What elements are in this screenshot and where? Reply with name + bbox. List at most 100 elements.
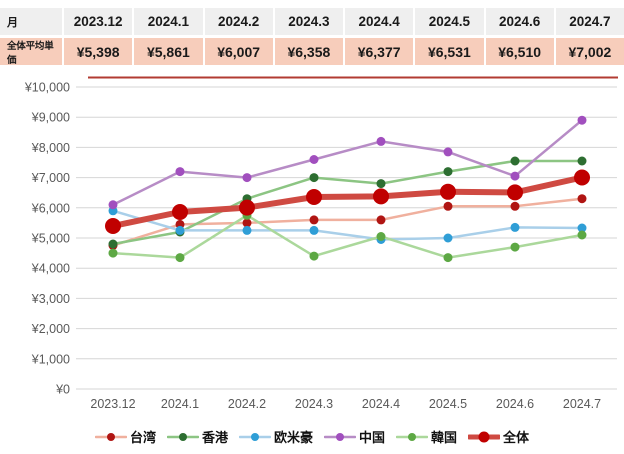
series-line-western — [111, 209, 584, 241]
chart-legend: 台湾 香港 欧米豪 中国 韓国 全体 — [0, 427, 624, 446]
series-marker-overall-4 — [373, 188, 389, 205]
series-marker-western-7 — [577, 223, 587, 233]
legend-item-taiwan: 台湾 — [94, 427, 156, 446]
legend-item-overall: 全体 — [468, 427, 529, 446]
x-axis-label-5: 2024.5 — [429, 397, 467, 411]
series-marker-china-3 — [309, 155, 319, 164]
legend-item-hongkong: 香港 — [166, 427, 228, 446]
series-marker-western-6 — [510, 222, 520, 232]
series-marker-taiwan-2 — [242, 218, 252, 228]
avg-price-cell-7: ¥7,002 — [555, 38, 624, 65]
series-marker-hongkong-6 — [510, 156, 520, 166]
y-axis-label-2: ¥2,000 — [31, 322, 70, 336]
series-marker-overall-0 — [105, 218, 121, 234]
legend-label-china: 中国 — [359, 430, 386, 445]
x-axis-label-7: 2024.7 — [563, 397, 601, 411]
avg-price-row-label: 全体平均単価 — [0, 38, 62, 66]
series-marker-korea-4 — [376, 232, 386, 241]
y-axis-label-6: ¥6,000 — [31, 201, 70, 215]
legend-marker-icon — [324, 432, 356, 441]
series-marker-western-3 — [309, 225, 319, 235]
x-axis-label-1: 2024.1 — [161, 397, 199, 411]
legend-item-western: 欧米豪 — [238, 427, 313, 446]
y-axis-label-9: ¥9,000 — [31, 111, 70, 125]
series-marker-china-0 — [108, 200, 118, 210]
legend-label-taiwan: 台湾 — [129, 430, 156, 445]
legend-item-korea: 韓国 — [396, 427, 457, 446]
legend-label-hongkong: 香港 — [201, 430, 228, 445]
x-axis-label-2: 2024.2 — [228, 397, 266, 411]
series-marker-overall-7 — [574, 169, 590, 186]
series-marker-taiwan-7 — [577, 194, 587, 204]
avg-price-cell-3: ¥6,358 — [274, 38, 343, 65]
y-axis-label-1: ¥1,000 — [31, 352, 70, 366]
series-marker-taiwan-5 — [443, 201, 453, 211]
series-line-overall — [110, 174, 585, 229]
series-line-korea — [111, 214, 584, 259]
series-marker-korea-0 — [108, 248, 118, 258]
avg-price-cell-5: ¥6,531 — [415, 38, 484, 65]
legend-marker-icon — [396, 432, 429, 441]
y-axis-label-5: ¥5,000 — [31, 232, 70, 246]
price-table: 月 2023.12 2024.1 2024.2 2024.3 2024.4 2024.5 20… — [0, 8, 624, 66]
x-axis-label-4: 2024.4 — [362, 397, 400, 411]
legend-marker-icon — [238, 432, 271, 441]
month-cell-6: 2024.6 — [485, 8, 554, 35]
y-axis-label-10: ¥10,000 — [24, 81, 70, 95]
series-line-hongkong — [111, 159, 584, 246]
series-marker-china-1 — [175, 167, 185, 177]
month-header-label: 月 — [0, 8, 62, 35]
month-cell-4: 2024.4 — [345, 8, 414, 35]
series-marker-korea-6 — [510, 242, 520, 252]
series-line-china — [111, 118, 584, 207]
avg-price-cell-4: ¥6,377 — [345, 38, 414, 65]
y-axis-label-7: ¥7,000 — [31, 171, 70, 185]
series-marker-korea-1 — [175, 253, 185, 263]
series-marker-overall-3 — [306, 189, 322, 205]
series-marker-overall-5 — [440, 183, 456, 200]
series-marker-western-1 — [175, 225, 185, 235]
series-marker-taiwan-4 — [376, 215, 386, 225]
chart-svg: ¥0 ¥1,000 ¥2,000 ¥3,000 ¥4,000 ¥5,000 ¥6,000 ¥7… — [24, 76, 618, 411]
avg-price-cell-2: ¥6,007 — [204, 38, 273, 65]
avg-price-cell-0: ¥5,398 — [64, 38, 133, 65]
month-cell-5: 2024.5 — [415, 8, 484, 35]
legend-label-korea: 韓国 — [431, 430, 458, 445]
series-marker-taiwan-3 — [309, 215, 319, 225]
legend-item-china: 中国 — [324, 427, 385, 446]
month-cell-0: 2023.12 — [64, 8, 133, 35]
avg-price-cell-6: ¥6,510 — [485, 38, 554, 65]
series-marker-hongkong-5 — [443, 167, 453, 177]
legend-label-overall: 全体 — [503, 430, 530, 445]
legend-label-western: 欧米豪 — [273, 430, 313, 445]
series-line-taiwan — [111, 197, 584, 247]
month-cell-3: 2024.3 — [274, 8, 343, 35]
series-marker-western-5 — [443, 233, 453, 243]
y-axis-label-4: ¥4,000 — [31, 262, 70, 276]
series-marker-china-2 — [242, 173, 252, 183]
series-marker-overall-6 — [507, 184, 523, 201]
x-axis-label-3: 2024.3 — [295, 397, 333, 411]
series-marker-overall-2 — [239, 199, 255, 216]
legend-marker-icon — [166, 432, 199, 441]
series-marker-china-7 — [577, 115, 587, 125]
series-marker-taiwan-6 — [510, 201, 520, 211]
y-axis-label-0: ¥0 — [55, 383, 70, 397]
month-cell-7: 2024.7 — [555, 8, 624, 35]
x-axis-label-6: 2024.6 — [496, 397, 534, 411]
series-marker-hongkong-7 — [577, 156, 587, 166]
avg-price-cell-1: ¥5,861 — [134, 38, 203, 65]
series-marker-korea-7 — [577, 230, 587, 240]
y-axis-label-3: ¥3,000 — [31, 292, 70, 306]
x-axis-label-0: 2023.12 — [90, 397, 135, 411]
month-cell-1: 2024.1 — [134, 8, 203, 35]
series-marker-china-6 — [510, 171, 520, 181]
series-marker-china-4 — [376, 136, 386, 146]
series-marker-hongkong-4 — [376, 179, 386, 189]
legend-marker-icon — [94, 432, 127, 441]
series-marker-korea-5 — [443, 253, 453, 263]
legend-marker-icon — [468, 431, 501, 442]
series-marker-hongkong-0 — [108, 239, 118, 249]
series-marker-korea-3 — [309, 251, 319, 261]
